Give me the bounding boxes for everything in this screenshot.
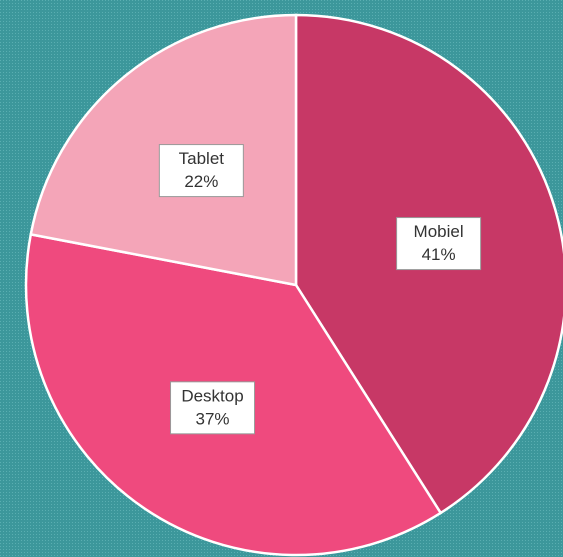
slice-label: Mobiel — [414, 222, 464, 241]
slice-value-label: 41% — [422, 245, 456, 264]
slice-value-label: 22% — [184, 172, 218, 191]
slice-value-label: 37% — [196, 409, 230, 428]
slice-label: Tablet — [179, 149, 225, 168]
slice-label: Desktop — [181, 386, 243, 405]
chart: Mobiel 41% Desktop 37% Tablet 22% — [0, 0, 563, 557]
